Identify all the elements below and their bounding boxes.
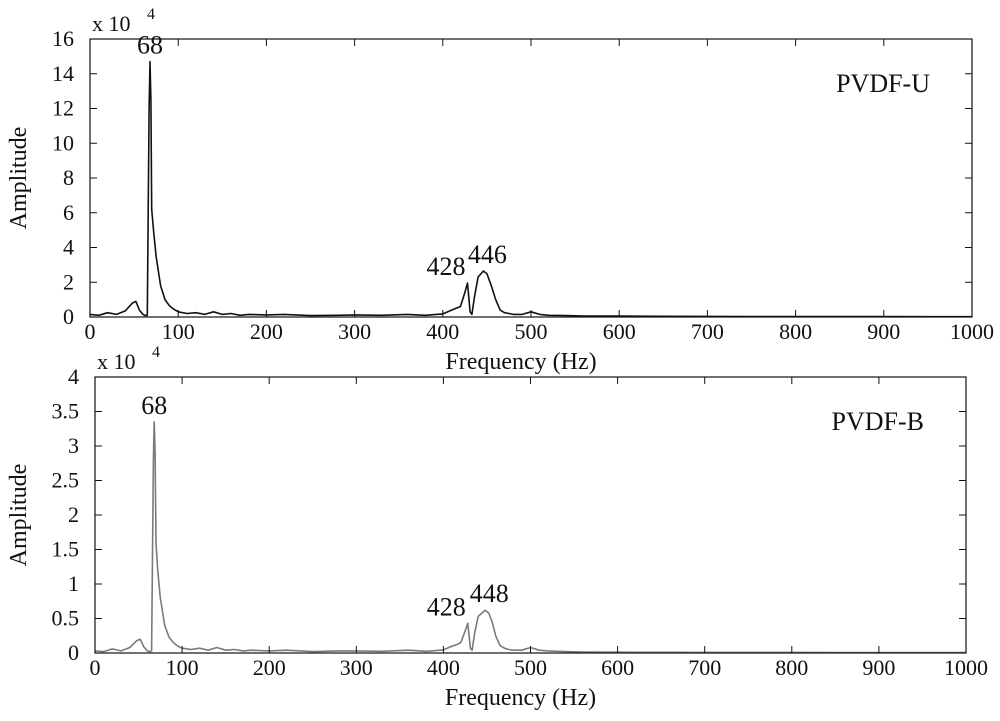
- x-tick-label: 100: [162, 319, 195, 344]
- peak-annotation: 428: [427, 592, 466, 621]
- x-tick-label: 1000: [950, 319, 994, 344]
- x-tick-label: 700: [688, 655, 721, 680]
- y-tick-label: 3: [68, 433, 79, 458]
- y-tick-label: 16: [52, 26, 74, 51]
- y-tick-label: 6: [63, 200, 74, 225]
- data-line: [94, 421, 966, 654]
- y-tick-label: 4: [63, 235, 74, 260]
- x-tick-label: 700: [691, 319, 724, 344]
- y-tick-label: 10: [52, 130, 74, 155]
- x-tick-label: 300: [340, 655, 373, 680]
- y-tick-label: 1.5: [52, 537, 80, 562]
- x-tick-label: 400: [427, 655, 460, 680]
- y-tick-label: 2.5: [52, 468, 80, 493]
- panel-label: PVDF-B: [832, 407, 924, 436]
- y-tick-label: 2: [63, 269, 74, 294]
- x-tick-label: 600: [603, 319, 636, 344]
- panel-label: PVDF-U: [836, 69, 930, 98]
- x-tick-label: 0: [85, 319, 96, 344]
- x-tick-label: 400: [426, 319, 459, 344]
- y-tick-label: 2: [68, 502, 79, 527]
- chart-panel-2: 0 100 200 300 400 500 600 700 800 900 1000 0 0.5 1 1.5…: [6, 344, 988, 711]
- y-tick-label: 3.5: [52, 399, 80, 424]
- x-tick-label: 500: [514, 655, 547, 680]
- peak-annotation: 68: [141, 391, 167, 420]
- x-axis-label: Frequency (Hz): [445, 685, 596, 711]
- peak-annotation: 68: [137, 31, 163, 60]
- y-axis-label: Amplitude: [6, 464, 32, 567]
- x-tick-label: 1000: [944, 655, 988, 680]
- x-tick-label: 800: [779, 319, 812, 344]
- data-line: [89, 60, 972, 318]
- y-tick-label: 4: [68, 364, 79, 389]
- y-multiplier-exponent: 4: [147, 6, 155, 23]
- x-tick-label: 900: [867, 319, 900, 344]
- y-multiplier: x 10: [92, 11, 131, 36]
- y-tick-label: 0.5: [52, 606, 80, 631]
- y-multiplier-exponent: 4: [152, 344, 160, 361]
- x-tick-label: 600: [601, 655, 634, 680]
- y-tick-label: 1: [68, 571, 79, 596]
- peak-annotation: 428: [426, 252, 465, 281]
- x-tick-label: 900: [862, 655, 895, 680]
- x-tick-label: 100: [166, 655, 199, 680]
- y-tick-label: 14: [52, 61, 74, 86]
- y-tick-label: 0: [68, 640, 79, 665]
- y-tick-label: 0: [63, 304, 74, 329]
- x-tick-label: 200: [253, 655, 286, 680]
- x-tick-label: 800: [775, 655, 808, 680]
- x-tick-label: 500: [515, 319, 548, 344]
- x-axis-label: Frequency (Hz): [445, 349, 596, 375]
- peak-annotation: 446: [468, 240, 507, 269]
- x-tick-label: 0: [90, 655, 101, 680]
- y-multiplier: x 10: [97, 349, 136, 374]
- peak-annotation: 448: [470, 579, 509, 608]
- x-tick-label: 300: [338, 319, 371, 344]
- x-tick-label: 200: [250, 319, 283, 344]
- y-axis-label: Amplitude: [6, 127, 32, 230]
- y-tick-label: 12: [52, 96, 74, 121]
- y-tick-label: 8: [63, 165, 74, 190]
- chart-panel-1: 0 100 200 300 400 500 600 700 800 900 100002468101…: [6, 6, 994, 375]
